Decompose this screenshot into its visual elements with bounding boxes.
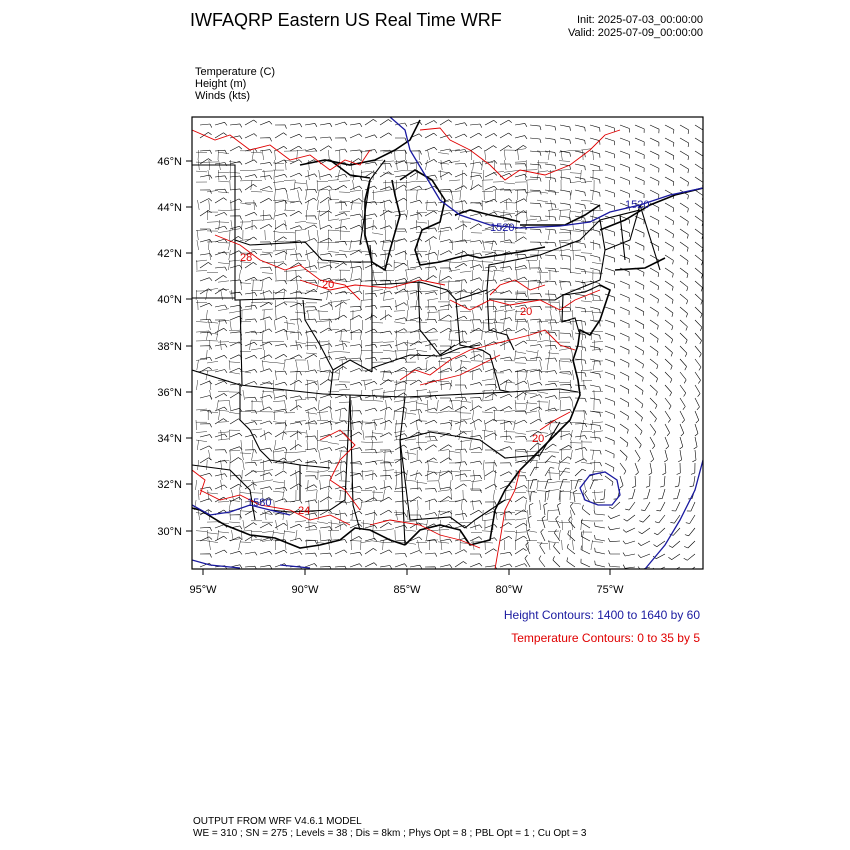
wind-barbs [199, 119, 703, 569]
lat-tick-label: 38°N [157, 341, 182, 353]
longitude-axis: 95°W 90°W 85°W 80°W 75°W [189, 569, 624, 596]
lat-tick-label: 46°N [157, 156, 182, 168]
lat-tick-label: 32°N [157, 479, 182, 491]
lat-tick-label: 44°N [157, 202, 182, 214]
temperature-contour-label: 20 [532, 433, 544, 445]
model-info-line: OUTPUT FROM WRF V4.6.1 MODEL [193, 816, 362, 827]
lon-tick-label: 90°W [291, 584, 319, 596]
plot-title: IWFAQRP Eastern US Real Time WRF [190, 10, 502, 30]
temperature-contour-label: 24 [298, 505, 310, 517]
lat-tick-label: 34°N [157, 433, 182, 445]
temperature-contour-label: 20 [520, 306, 532, 318]
temperature-contour-label: 20 [322, 279, 334, 291]
field-label-temperature: Temperature (C) [195, 66, 276, 78]
height-contour-legend: Height Contours: 1400 to 1640 by 60 [503, 608, 700, 622]
init-time: Init: 2025-07-03_00:00:00 [577, 14, 703, 26]
field-label-height: Height (m) [195, 78, 247, 90]
height-contour-label: 1520 [490, 222, 514, 234]
valid-time: Valid: 2025-07-09_00:00:00 [568, 27, 703, 39]
temperature-contour-legend: Temperature Contours: 0 to 35 by 5 [511, 631, 700, 645]
lon-tick-label: 85°W [393, 584, 421, 596]
temperature-contour-label: 28 [240, 252, 252, 264]
field-label-winds: Winds (kts) [195, 90, 250, 102]
lon-tick-label: 95°W [189, 584, 217, 596]
height-contours [192, 117, 703, 569]
lat-tick-label: 40°N [157, 294, 182, 306]
map-background [192, 117, 703, 569]
model-config-line: WE = 310 ; SN = 275 ; Levels = 38 ; Dis … [193, 828, 587, 839]
lat-tick-label: 30°N [157, 526, 182, 538]
height-contour-label: 1580 [247, 497, 271, 509]
temperature-contours [192, 127, 621, 569]
lon-tick-label: 75°W [596, 584, 624, 596]
wind-barb-field [199, 119, 703, 569]
coastline [192, 119, 703, 549]
latitude-axis: 46°N 44°N 42°N 40°N 38°N 36°N 34°N 32°N 30°N [157, 156, 192, 538]
lon-tick-label: 80°W [495, 584, 523, 596]
lat-tick-label: 42°N [157, 248, 182, 260]
height-contour-label: 1520 [625, 199, 649, 211]
lat-tick-label: 36°N [157, 387, 182, 399]
map-frame [191, 116, 704, 570]
